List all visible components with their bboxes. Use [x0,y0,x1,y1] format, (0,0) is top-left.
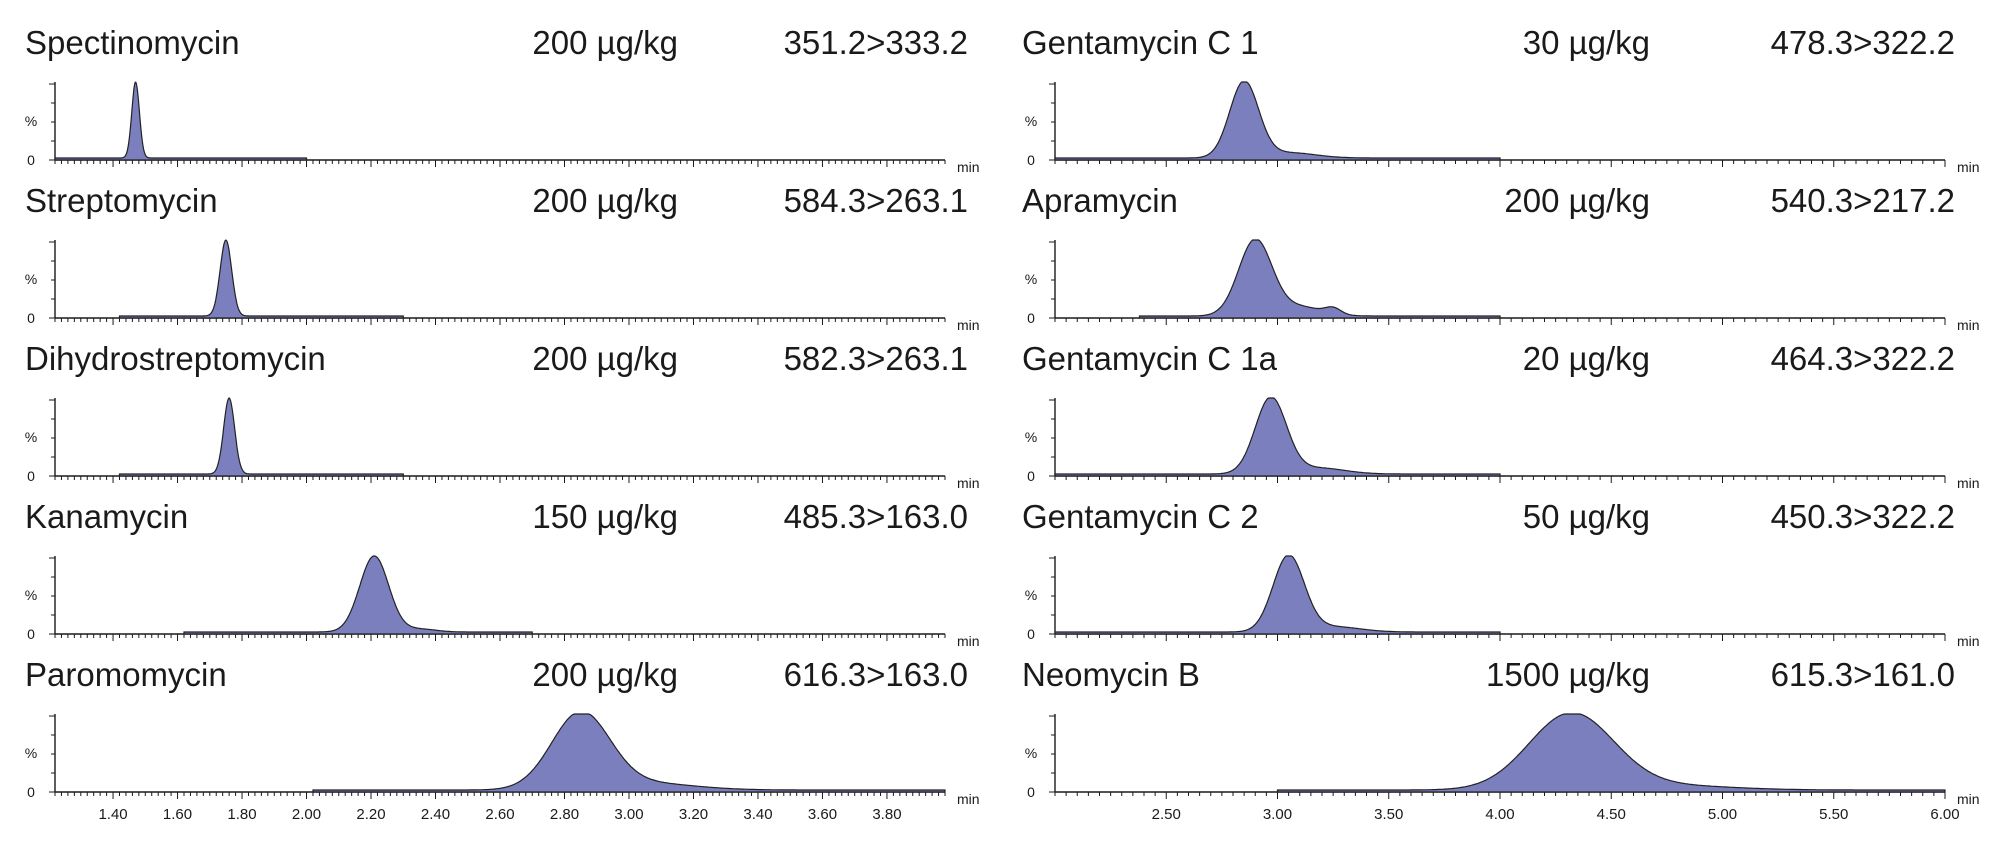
compound-name: Dihydrostreptomycin [25,340,326,377]
concentration-label: 200 µg/kg [1504,182,1650,219]
compound-name: Apramycin [1022,182,1178,219]
concentration-label: 150 µg/kg [532,498,678,535]
x-axis-tick-label: 5.00 [1708,806,1737,823]
x-axis-tick-label: 2.40 [421,806,450,823]
x-axis-unit-label: min [957,317,980,333]
y-axis-percent-label: % [25,113,37,129]
x-axis-tick-label: 1.40 [98,806,127,823]
concentration-label: 20 µg/kg [1523,340,1650,377]
chromatogram-peak [1054,81,1501,161]
mrm-transition-label: 464.3>322.2 [1771,340,1955,377]
x-axis-tick-label: 2.00 [292,806,321,823]
y-axis-percent-label: % [1025,587,1037,603]
mrm-transition-label: 582.3>263.1 [784,340,968,377]
compound-name: Neomycin B [1022,656,1200,693]
x-axis-tick-label: 2.80 [550,806,579,823]
compound-name: Gentamycin C 1 [1022,24,1259,61]
mrm-transition-label: 616.3>163.0 [784,656,968,693]
concentration-label: 200 µg/kg [532,182,678,219]
x-axis-tick-label: 2.50 [1152,806,1181,823]
x-axis-tick-label: 6.00 [1930,806,1959,823]
x-axis-tick-label: 4.50 [1597,806,1626,823]
x-axis-unit-label: min [1957,159,1980,175]
mrm-transition-label: 450.3>322.2 [1771,498,1955,535]
x-axis-tick-label: 4.00 [1485,806,1514,823]
compound-name: Gentamycin C 2 [1022,498,1259,535]
x-axis-tick-label: 2.60 [485,806,514,823]
concentration-label: 200 µg/kg [532,340,678,377]
compound-name: Spectinomycin [25,24,240,61]
x-axis-tick-label: 3.00 [1263,806,1292,823]
concentration-label: 200 µg/kg [532,656,678,693]
chromatogram-peak [54,81,308,161]
y-axis-zero-label: 0 [1027,310,1035,326]
x-axis-unit-label: min [1957,791,1980,807]
y-axis-zero-label: 0 [27,626,35,642]
y-axis-zero-label: 0 [1027,626,1035,642]
x-axis-unit-label: min [1957,475,1980,491]
y-axis-zero-label: 0 [1027,152,1035,168]
chromatogram-peak [1276,713,1946,793]
x-axis-tick-label: 1.80 [227,806,256,823]
chromatogram-peak [118,239,404,319]
concentration-label: 30 µg/kg [1523,24,1650,61]
chromatogram-peak [312,713,946,793]
x-axis-unit-label: min [957,475,980,491]
x-axis-tick-label: 3.00 [614,806,643,823]
mrm-transition-label: 615.3>161.0 [1771,656,1955,693]
compound-name: Kanamycin [25,498,188,535]
x-axis-tick-label: 3.50 [1374,806,1403,823]
concentration-label: 50 µg/kg [1523,498,1650,535]
compound-name: Streptomycin [25,182,218,219]
x-axis-unit-label: min [1957,633,1980,649]
y-axis-percent-label: % [25,429,37,445]
y-axis-zero-label: 0 [27,152,35,168]
chromatogram-peak [183,555,533,635]
chromatogram-peak [118,397,404,477]
y-axis-percent-label: % [1025,113,1037,129]
concentration-label: 1500 µg/kg [1486,656,1650,693]
x-axis-tick-label: 3.80 [872,806,901,823]
compound-name: Gentamycin C 1a [1022,340,1278,377]
chromatogram-peak [1054,555,1501,635]
y-axis-percent-label: % [25,745,37,761]
x-axis-tick-label: 3.60 [808,806,837,823]
y-axis-zero-label: 0 [1027,468,1035,484]
mrm-transition-label: 584.3>263.1 [784,182,968,219]
x-axis-unit-label: min [957,791,980,807]
compound-name: Paromomycin [25,656,227,693]
y-axis-zero-label: 0 [1027,784,1035,800]
y-axis-zero-label: 0 [27,468,35,484]
mrm-transition-label: 351.2>333.2 [784,24,968,61]
x-axis-unit-label: min [957,159,980,175]
y-axis-percent-label: % [1025,271,1037,287]
mrm-transition-label: 485.3>163.0 [784,498,968,535]
y-axis-zero-label: 0 [27,310,35,326]
x-axis-tick-label: 5.50 [1819,806,1848,823]
y-axis-percent-label: % [1025,745,1037,761]
x-axis-tick-label: 1.60 [163,806,192,823]
y-axis-percent-label: % [25,587,37,603]
x-axis-tick-label: 2.20 [356,806,385,823]
concentration-label: 200 µg/kg [532,24,678,61]
x-axis-tick-label: 3.20 [679,806,708,823]
chromatogram-peak [1054,397,1501,477]
y-axis-zero-label: 0 [27,784,35,800]
mrm-transition-label: 478.3>322.2 [1771,24,1955,61]
x-axis-tick-label: 3.40 [743,806,772,823]
x-axis-unit-label: min [957,633,980,649]
y-axis-percent-label: % [25,271,37,287]
chromatogram-peak [1138,239,1501,319]
x-axis-unit-label: min [1957,317,1980,333]
mrm-transition-label: 540.3>217.2 [1771,182,1955,219]
y-axis-percent-label: % [1025,429,1037,445]
